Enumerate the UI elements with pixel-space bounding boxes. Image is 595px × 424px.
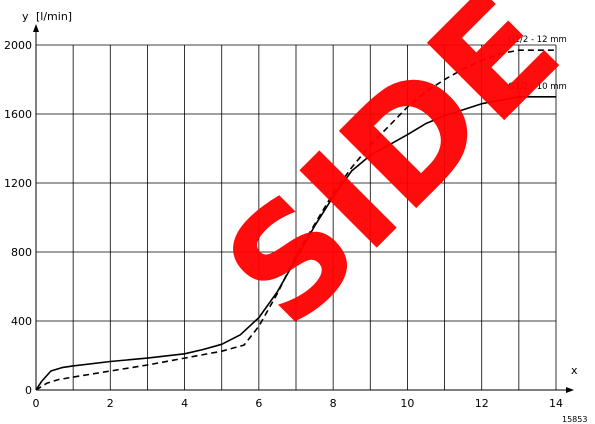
x-tick-label: 12 — [475, 397, 489, 410]
y-tick-label: 1200 — [4, 177, 32, 190]
y-tick-label: 800 — [11, 246, 32, 259]
axes — [33, 24, 574, 393]
y-axis-label: y — [22, 10, 29, 23]
x-axis-arrow — [566, 387, 574, 393]
grid — [36, 44, 557, 390]
x-tick-label: 10 — [400, 397, 414, 410]
x-axis-label: x — [571, 364, 578, 377]
figure-id: 15853 — [562, 415, 587, 424]
y-tick-label: 0 — [25, 384, 32, 397]
x-tick-label: 14 — [549, 397, 563, 410]
y-axis-arrow — [33, 24, 39, 32]
y-tick-label: 1600 — [4, 108, 32, 121]
watermark-text: SIDE — [193, 0, 592, 359]
labels: y [l/min] x 15853 G1/2 - 12 mm G1/2 - 10 … — [22, 10, 587, 424]
series-line-1 — [36, 49, 556, 390]
watermark: SIDE — [193, 0, 592, 359]
series-label: G1/2 - 12 mm — [508, 35, 567, 45]
x-tick-label: 6 — [255, 397, 262, 410]
y-tick-label: 400 — [11, 315, 32, 328]
y-tick-label: 2000 — [4, 39, 32, 52]
x-tick-label: 8 — [330, 397, 337, 410]
tick-labels: 0 2 4 6 8 10 12 14 0 400 800 1200 1600 2000 — [4, 39, 563, 410]
series-label: G1/2 - 10 mm — [508, 82, 567, 92]
series-line-2 — [36, 96, 556, 390]
series-lines — [36, 49, 556, 390]
x-tick-label: 0 — [33, 397, 40, 410]
y-axis-unit: [l/min] — [36, 10, 72, 23]
x-tick-label: 2 — [107, 397, 114, 410]
x-tick-label: 4 — [181, 397, 188, 410]
